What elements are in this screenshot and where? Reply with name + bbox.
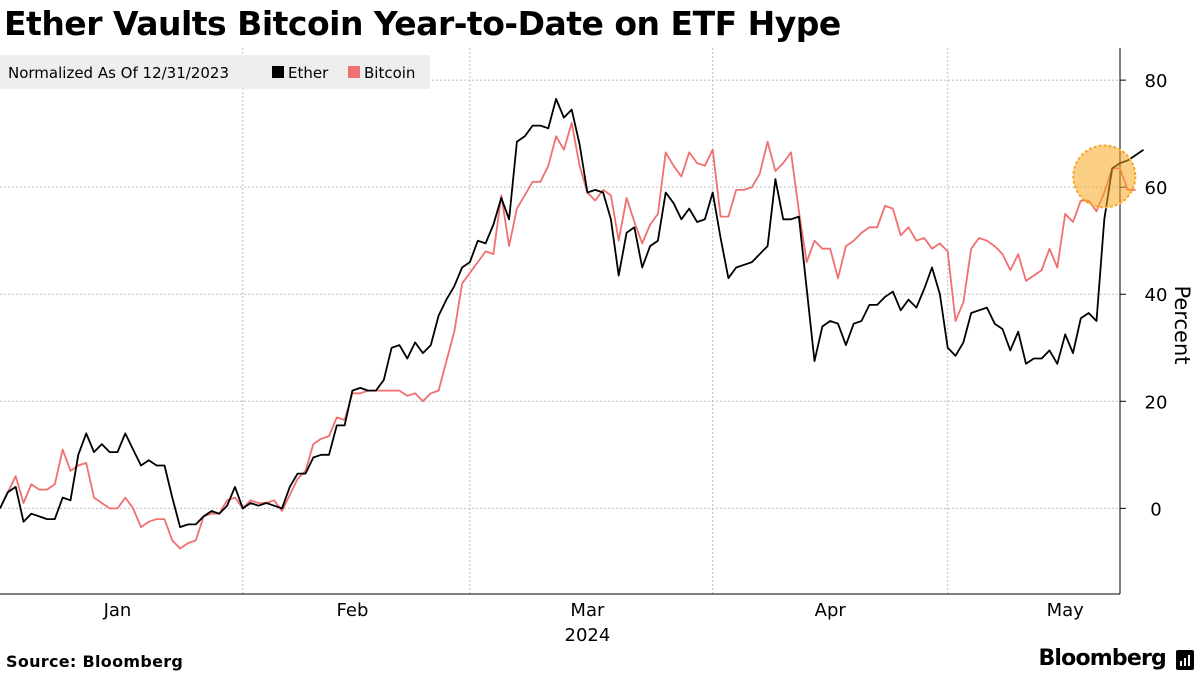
- y-tick-label: 80: [1145, 71, 1168, 92]
- legend-title: Normalized As Of 12/31/2023: [8, 64, 229, 82]
- x-axis-year-label: 2024: [565, 625, 611, 646]
- source-note: Source: Bloomberg: [6, 652, 184, 671]
- series-lines: [0, 98, 1145, 550]
- series-line-ether: [0, 98, 1145, 528]
- y-tick-label: 0: [1150, 499, 1161, 520]
- highlight-circle: [1072, 144, 1137, 209]
- tick-labels: 0 20 40 60 80 Jan Feb Mar Apr May 2024 Percent: [103, 71, 1194, 646]
- y-tick-label: 60: [1145, 178, 1168, 199]
- y-tick-label: 20: [1145, 392, 1168, 413]
- highlight-layer: [1072, 144, 1137, 209]
- x-tick-label-apr: Apr: [815, 600, 847, 621]
- x-tick-label-may: May: [1047, 600, 1085, 621]
- series-line-bitcoin: [0, 122, 1136, 550]
- axes: [0, 48, 1126, 595]
- x-tick-label-feb: Feb: [337, 600, 369, 621]
- x-tick-label-jan: Jan: [103, 600, 132, 621]
- legend-swatch-bitcoin: [348, 66, 360, 78]
- legend-swatch-ether: [272, 66, 284, 78]
- chart-title: Ether Vaults Bitcoin Year-to-Date on ETF…: [4, 4, 841, 43]
- y-tick-label: 40: [1145, 285, 1168, 306]
- legend-label-bitcoin: Bitcoin: [364, 64, 415, 82]
- legend: Normalized As Of 12/31/2023 Ether Bitcoin: [0, 55, 430, 89]
- bloomberg-logo: Bloomberg: [1038, 646, 1166, 671]
- gridlines: [0, 48, 1120, 594]
- legend-label-ether: Ether: [288, 64, 329, 82]
- x-tick-label-mar: Mar: [570, 600, 605, 621]
- bloomberg-terminal-icon: [1176, 650, 1194, 670]
- y-axis-title: Percent: [1170, 285, 1194, 364]
